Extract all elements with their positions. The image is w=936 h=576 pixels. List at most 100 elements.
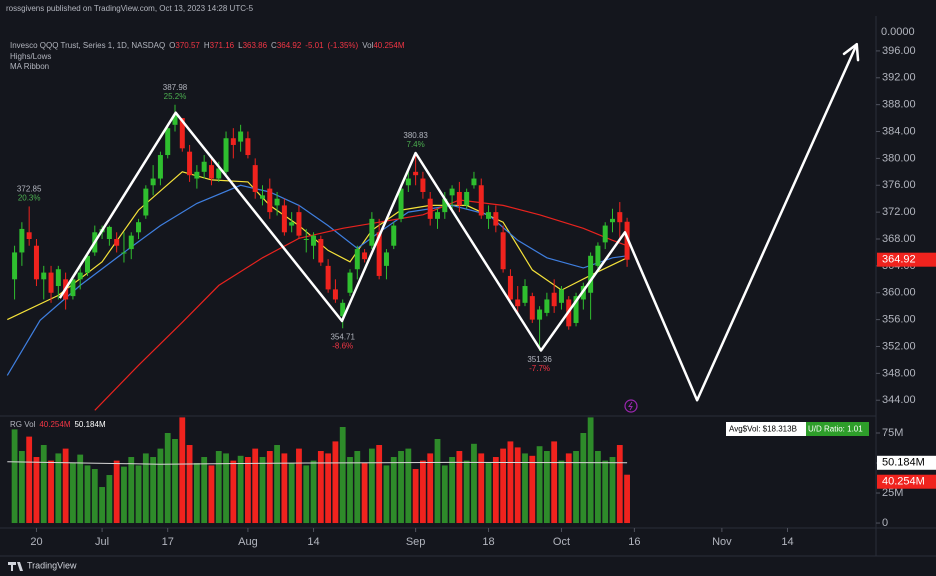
volume-bar — [522, 453, 528, 524]
volume-average: 50.184M — [74, 420, 105, 429]
y-tick-label: 344.00 — [882, 394, 916, 406]
volume-name: RG Vol — [10, 420, 36, 429]
candle-body — [179, 118, 185, 149]
y-tick-label: 75M — [882, 427, 903, 439]
volume-last: 40.254M — [39, 420, 70, 429]
volume-bar — [398, 451, 404, 524]
x-tick-label: 17 — [162, 536, 174, 548]
change: -5.01 — [305, 41, 324, 50]
candle-body — [26, 232, 32, 240]
volume-bar — [485, 463, 492, 524]
candle-body — [55, 269, 61, 287]
volume-bar — [259, 457, 266, 524]
avg-volume-label: 50.184M — [882, 457, 925, 469]
volume-bar — [150, 457, 157, 524]
volume-bar — [536, 446, 543, 524]
volume-bar — [602, 460, 609, 524]
y-tick-label: 0 — [882, 517, 888, 529]
y-tick-label: 25M — [882, 487, 903, 499]
candle-body — [274, 198, 280, 206]
candle-body — [420, 178, 426, 192]
volume-bar — [179, 417, 186, 524]
volume-bar — [616, 445, 623, 524]
candle-body — [449, 188, 455, 196]
volume-bar — [11, 429, 18, 524]
volume-bar — [157, 448, 164, 524]
x-tick-label: Jul — [95, 536, 109, 548]
y-tick-label: 380.00 — [882, 152, 916, 164]
field-label: H — [204, 41, 210, 50]
candle-body — [201, 161, 207, 172]
y-tick-label: 372.00 — [882, 206, 916, 218]
candle-body — [624, 221, 630, 260]
volume-bar — [266, 451, 273, 524]
candle-body — [128, 235, 134, 250]
candle-body — [208, 165, 214, 179]
volume-bar — [208, 465, 215, 524]
candle-body — [610, 218, 615, 223]
ud-ratio: U/D Ratio: 1.01 — [808, 425, 863, 434]
candle-body — [252, 165, 258, 192]
volume-bar — [164, 433, 171, 524]
last-price-tag — [877, 252, 936, 267]
volume-bar — [288, 463, 295, 524]
candle-body — [427, 198, 433, 219]
volume-bar — [18, 451, 25, 524]
field-label: C — [271, 41, 277, 50]
pivot-price: 351.36 — [527, 355, 552, 364]
event-icon[interactable] — [624, 399, 638, 413]
arrow-head — [855, 42, 860, 62]
volume-bar — [55, 453, 62, 524]
candle-body — [369, 218, 375, 246]
volume-bar — [347, 457, 353, 524]
avg-volume-tag — [877, 455, 936, 470]
y-tick-label: 392.00 — [882, 72, 916, 84]
field-label: O — [169, 41, 175, 50]
volume-bar — [113, 460, 120, 524]
volume-legend: RG Vol 40.254M 50.184M — [10, 420, 106, 429]
candle-body — [143, 188, 149, 216]
volume-bar — [193, 463, 200, 524]
stat-box — [726, 422, 806, 436]
y-tick-label: 384.00 — [882, 125, 916, 137]
candle-body — [493, 212, 499, 226]
candle-body — [187, 151, 193, 176]
candle-body — [522, 286, 528, 303]
field-label: L — [238, 41, 243, 50]
volume-bar — [77, 454, 84, 524]
volume-bar — [99, 487, 105, 524]
candle-body — [318, 239, 324, 263]
x-tick-label: Nov — [712, 536, 732, 548]
volume-bar — [449, 457, 455, 524]
x-tick-label: Aug — [238, 536, 258, 548]
candle-body — [150, 178, 156, 186]
avg-dollar-volume: Avg$Vol: $18.313B — [729, 425, 797, 434]
candle-body — [588, 255, 594, 293]
volume-bar — [368, 448, 375, 524]
volume-bar — [609, 457, 616, 524]
volume-tag-label: 40.254M — [882, 476, 925, 488]
close-value: 364.92 — [277, 41, 302, 50]
x-tick-label: 20 — [30, 536, 42, 548]
candle-body — [442, 198, 448, 213]
volume-bar — [558, 460, 565, 524]
candle-body — [12, 252, 18, 280]
candle-body — [85, 255, 90, 273]
volume-bar — [514, 447, 521, 524]
volume-bar — [128, 457, 135, 524]
volume-bar — [142, 453, 149, 524]
y-tick-label: 388.00 — [882, 99, 916, 111]
y-tick-label: 356.00 — [882, 314, 916, 326]
y-tick-label: 396.00 — [882, 45, 916, 57]
candle-body — [267, 188, 273, 213]
volume-bar — [201, 457, 208, 524]
volume-bar — [62, 448, 69, 524]
pivot-change: 7.4% — [407, 140, 425, 149]
candle-body — [595, 245, 601, 266]
volume-bar — [565, 453, 572, 524]
candle-body — [435, 212, 440, 219]
event-icon-bolt — [628, 401, 633, 411]
candle-body — [48, 272, 54, 293]
candle-body — [340, 302, 346, 317]
